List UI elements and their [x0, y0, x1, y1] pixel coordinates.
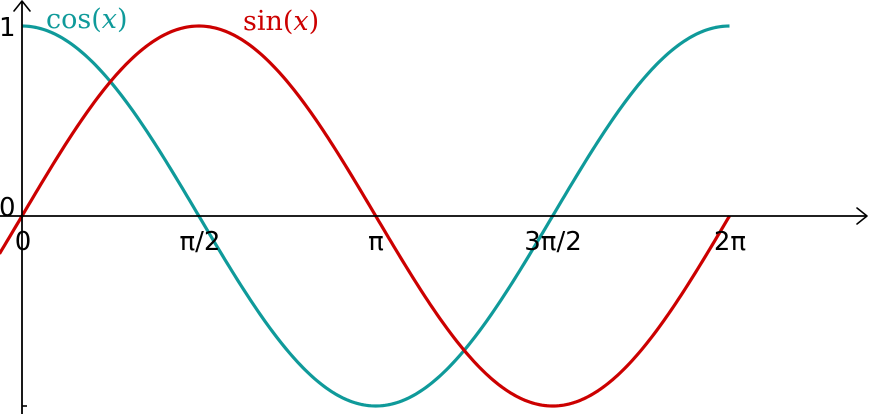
x-tick-labels: 0 π/2 π 3π/2 2π — [15, 227, 746, 257]
x-tick-label: 3π/2 — [524, 227, 582, 257]
y-axis-arrow — [13, 0, 31, 12]
series-label-cos: cos(x) — [46, 4, 128, 35]
x-tick-label: 0 — [15, 227, 32, 257]
x-tick-label: π — [368, 227, 384, 257]
y-tick-label-1: 1 — [0, 13, 16, 43]
y-tick-label-0: 0 — [0, 193, 16, 223]
series-label-sin-close: ) — [309, 6, 320, 37]
series-label-sin-main: sin( — [243, 6, 293, 37]
series-label-sin: sin(x) — [243, 6, 319, 37]
series-line-cos — [21, 24, 730, 408]
series-label-cos-close: ) — [117, 4, 128, 35]
series-label-cos-var: x — [102, 4, 117, 35]
series-label-sin-var: x — [293, 6, 308, 37]
y-tick-labels: 1 0 — [0, 13, 27, 407]
series-line-sin — [0, 24, 731, 408]
series-label-cos-main: cos( — [46, 4, 102, 35]
x-tick-label: 2π — [714, 227, 746, 257]
x-tick-label: π/2 — [180, 227, 221, 257]
x-axis-arrow — [856, 207, 868, 225]
